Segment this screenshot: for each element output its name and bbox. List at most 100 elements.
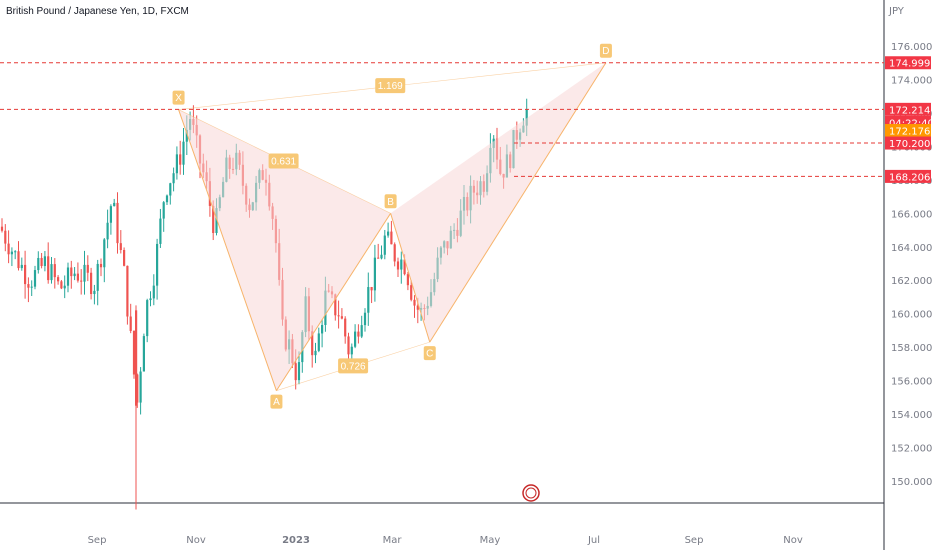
candle: [66, 262, 70, 293]
candle-body: [172, 173, 175, 184]
price-tag-text: 174.999: [889, 59, 930, 70]
candle-body: [66, 267, 70, 286]
candle-body: [47, 256, 50, 281]
candle-body: [43, 256, 46, 267]
ratio-label-bg: [375, 78, 406, 94]
ratio-label: 0.631: [268, 153, 299, 169]
candle: [354, 324, 357, 349]
candle: [340, 308, 343, 320]
candle-body: [410, 285, 413, 300]
point-label-bg: [599, 43, 612, 58]
candle: [40, 252, 43, 269]
candle-body: [390, 231, 393, 245]
candle: [47, 242, 50, 284]
candle-body: [129, 316, 132, 331]
candle: [152, 274, 155, 306]
candle-body: [27, 284, 30, 288]
candle: [393, 242, 396, 267]
pattern-point-c: C: [423, 346, 436, 361]
candle: [360, 315, 363, 339]
price-tag-text: 168.206: [889, 172, 930, 183]
point-label-text: C: [426, 349, 433, 360]
candle: [136, 373, 139, 408]
candle-body: [132, 330, 136, 375]
candle: [142, 333, 145, 372]
candle: [156, 238, 159, 300]
candle: [165, 194, 169, 206]
candle-body: [215, 208, 218, 234]
candle-body: [396, 261, 400, 270]
candle: [7, 230, 10, 264]
candle: [33, 265, 37, 290]
pattern-leg: [390, 213, 431, 343]
candle: [406, 271, 409, 291]
pattern-point-b: B: [384, 194, 397, 209]
candle: [90, 267, 93, 300]
candle-body: [10, 251, 13, 255]
candle: [119, 230, 122, 254]
point-label-text: X: [175, 93, 182, 104]
candle-body: [175, 154, 178, 174]
candle: [413, 295, 416, 318]
candle-body: [403, 259, 406, 275]
candle-body: [185, 129, 188, 142]
candle-body: [347, 336, 350, 355]
candle: [116, 192, 119, 254]
candle: [377, 243, 380, 259]
point-label-bg: [270, 394, 283, 409]
candle-body: [314, 350, 317, 356]
candle-body: [93, 290, 96, 295]
candle-body: [40, 257, 43, 267]
point-label-bg: [423, 346, 436, 361]
candle-body: [53, 264, 56, 278]
candle-body: [7, 243, 10, 255]
price-levels: [0, 62, 884, 177]
candle: [37, 251, 40, 274]
currency-label: JPY: [888, 6, 905, 17]
y-tick-label: 166.000: [891, 209, 932, 220]
candle-body: [179, 154, 182, 165]
candle-body: [0, 226, 4, 231]
candle-body: [50, 264, 53, 281]
price-tag-text: 04:22:40: [889, 118, 932, 129]
candle: [17, 241, 20, 271]
pattern-point-x: X: [172, 90, 185, 105]
candle: [380, 245, 383, 260]
y-tick-label: 174.000: [891, 75, 932, 86]
candle-body: [370, 287, 373, 291]
candle: [321, 319, 324, 348]
candle-body: [162, 202, 165, 219]
candle: [70, 260, 73, 289]
candle-body: [109, 206, 112, 223]
candle-body: [149, 298, 152, 301]
candle: [126, 265, 129, 325]
price-tag-bg: [885, 169, 931, 183]
point-label-bg: [384, 194, 397, 209]
candle: [27, 277, 30, 303]
y-tick-label: 158.000: [891, 343, 932, 354]
candle-body: [182, 141, 185, 165]
price-tag-bg: [885, 56, 931, 70]
y-tick-label: 150.000: [891, 477, 932, 488]
price-tag-bg: [885, 102, 931, 116]
candle-body: [294, 363, 297, 381]
candle: [83, 250, 86, 295]
y-tick-label: 154.000: [891, 410, 932, 421]
y-tick-label: 162.000: [891, 276, 932, 287]
candle-body: [139, 371, 142, 403]
candle-body: [340, 316, 343, 319]
candle-body: [357, 331, 360, 337]
candle: [179, 140, 182, 175]
earnings-seal-icon: [522, 484, 540, 502]
price-tag-bg: [885, 136, 931, 150]
seal-inner: [525, 487, 537, 499]
candle-body: [321, 324, 324, 334]
y-tick-label: 160.000: [891, 310, 932, 321]
point-label-text: B: [387, 197, 394, 208]
pattern-leg: [178, 109, 277, 391]
price-tag: 172.214: [885, 102, 931, 116]
candle: [103, 238, 106, 283]
candle: [410, 280, 413, 302]
candle-body: [350, 346, 353, 355]
